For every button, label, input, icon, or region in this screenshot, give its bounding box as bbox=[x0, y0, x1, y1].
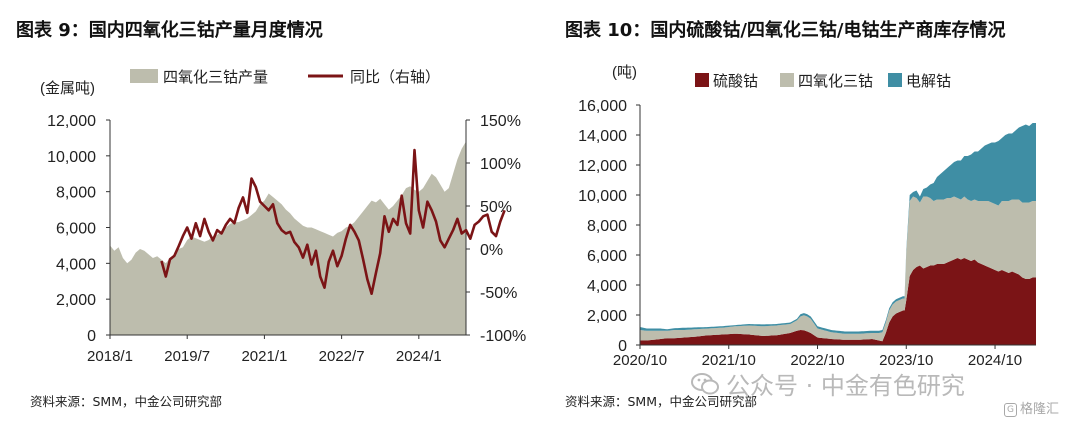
y2-tick-label: 150% bbox=[480, 113, 521, 130]
figure-9-title: 图表 9：国内四氧化三钴产量月度情况 bbox=[16, 20, 323, 41]
y-tick-label: 12,000 bbox=[47, 113, 96, 130]
brand-logo-icon: G bbox=[1004, 402, 1017, 417]
y-tick-label: 4,000 bbox=[587, 278, 627, 295]
y-tick-label: 0 bbox=[618, 338, 627, 355]
x-tick-label: 2022/7 bbox=[319, 348, 365, 365]
watermark-text: 公众号 · 中金有色研究 bbox=[726, 372, 965, 400]
legend-label-production: 四氧化三钴产量 bbox=[163, 69, 268, 86]
legend-label: 硫酸钴 bbox=[713, 73, 758, 90]
watermark: 公众号 · 中金有色研究 bbox=[690, 366, 965, 403]
legend-swatch bbox=[695, 73, 709, 87]
y-tick-label: 10,000 bbox=[578, 188, 627, 205]
legend-label: 电解钴 bbox=[906, 73, 951, 90]
y2-tick-label: 0% bbox=[480, 242, 503, 259]
legend-swatch bbox=[780, 73, 794, 87]
y-tick-label: 16,000 bbox=[578, 98, 627, 115]
y2-tick-label: -100% bbox=[480, 328, 526, 345]
y-tick-label: 0 bbox=[87, 328, 96, 345]
y-tick-label: 12,000 bbox=[578, 158, 627, 175]
x-tick-label: 2024/1 bbox=[396, 348, 442, 365]
legend-swatch-production bbox=[130, 69, 158, 83]
y-tick-label: 8,000 bbox=[587, 218, 627, 235]
figure-10: 图表 10：国内硫酸钴/四氧化三钴/电钴生产商库存情况 (吨) 硫酸钴 四氧化三钴 电… bbox=[540, 0, 1080, 425]
figure-10-title: 图表 10：国内硫酸钴/四氧化三钴/电钴生产商库存情况 bbox=[565, 20, 1006, 41]
x-tick-label: 2021/1 bbox=[241, 348, 287, 365]
y-tick-label: 6,000 bbox=[587, 248, 627, 265]
figure-9-source: 资料来源：SMM，中金公司研究部 bbox=[30, 394, 223, 409]
y2-tick-label: 50% bbox=[480, 199, 512, 216]
x-tick-label: 2024/10 bbox=[968, 352, 1022, 369]
y-tick-label: 2,000 bbox=[56, 292, 96, 309]
figure-10-chart: (吨) 硫酸钴 四氧化三钴 电解钴 0 2,000 4,000 6,000 8,000 10,00… bbox=[578, 64, 1036, 369]
y-tick-label: 2,000 bbox=[587, 308, 627, 325]
x-tick-label: 2018/1 bbox=[87, 348, 133, 365]
stacked-area bbox=[640, 196, 1036, 342]
x-tick-label: 2020/10 bbox=[613, 352, 667, 369]
legend-swatch bbox=[888, 73, 902, 87]
y-tick-label: 6,000 bbox=[56, 221, 96, 238]
x-tick-label: 2019/7 bbox=[164, 348, 210, 365]
brand-mark: G 格隆汇 bbox=[1004, 398, 1059, 417]
wechat-icon bbox=[690, 371, 720, 403]
y-tick-label: 14,000 bbox=[578, 128, 627, 145]
y-tick-label: 4,000 bbox=[56, 256, 96, 273]
y2-tick-label: -50% bbox=[480, 285, 517, 302]
y-tick-label: 10,000 bbox=[47, 149, 96, 166]
brand-text: 格隆汇 bbox=[1019, 402, 1059, 417]
figure-10-source: 资料来源：SMM，中金公司研究部 bbox=[565, 394, 758, 409]
legend-label: 四氧化三钴 bbox=[798, 73, 873, 90]
figure-9: 图表 9：国内四氧化三钴产量月度情况 (金属吨) 四氧化三钴产量 同比（右轴） 0 2,… bbox=[16, 20, 526, 409]
y-axis-title: (吨) bbox=[612, 64, 637, 81]
x-tick-label: 2022/10 bbox=[790, 352, 844, 369]
figure-9-chart: (金属吨) 四氧化三钴产量 同比（右轴） 0 2,000 4,000 6,000 8,000 1… bbox=[40, 69, 526, 365]
legend-label-yoy: 同比（右轴） bbox=[350, 69, 440, 86]
y-axis-title: (金属吨) bbox=[40, 80, 95, 97]
stacked-area bbox=[640, 123, 1036, 334]
yoy-line bbox=[160, 148, 506, 295]
production-area bbox=[110, 141, 466, 335]
y2-tick-label: 100% bbox=[480, 156, 521, 173]
x-tick-label: 2021/10 bbox=[702, 352, 756, 369]
y-tick-label: 8,000 bbox=[56, 185, 96, 202]
stacked-area bbox=[640, 258, 1036, 345]
x-tick-label: 2023/10 bbox=[879, 352, 933, 369]
